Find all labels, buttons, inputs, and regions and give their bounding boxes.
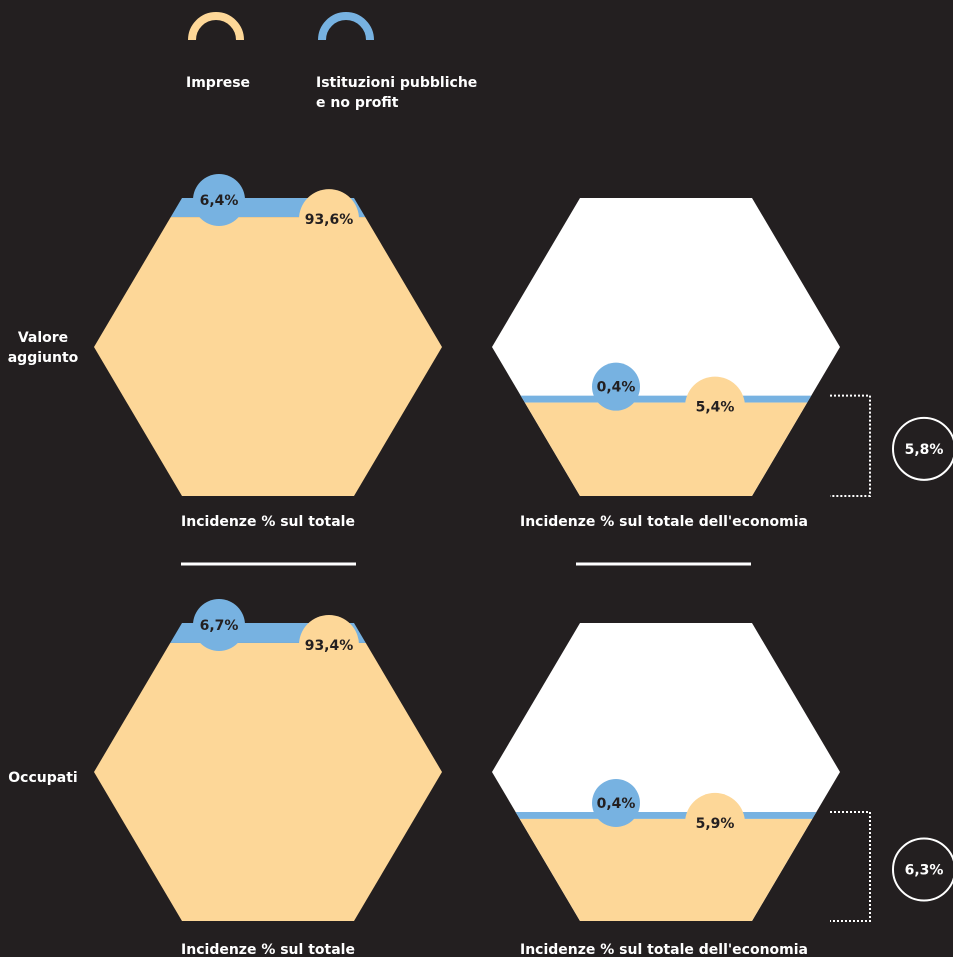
imprese-value: 5,9% bbox=[696, 816, 735, 832]
imprese-value: 93,6% bbox=[305, 212, 354, 228]
imprese-area bbox=[94, 217, 442, 496]
legend-label: Imprese bbox=[186, 75, 250, 91]
legend-item: Imprese bbox=[186, 12, 250, 91]
row-label: Valore aggiunto bbox=[8, 330, 79, 366]
share-hexagon: 6,7% 93,4% bbox=[94, 599, 442, 921]
imprese-area bbox=[94, 642, 442, 921]
istituzioni-value: 6,7% bbox=[200, 618, 239, 634]
imprese-value: 93,4% bbox=[305, 638, 354, 654]
imprese-bubble bbox=[299, 189, 359, 250]
right-caption: Incidenze % sul totale dell'economia bbox=[520, 942, 808, 957]
istituzioni-value: 0,4% bbox=[597, 380, 636, 396]
istituzioni-bubble bbox=[592, 362, 640, 411]
total-circle bbox=[892, 416, 953, 481]
right-caption: Incidenze % sul totale dell'economia bbox=[520, 514, 808, 530]
legend-arc-icon bbox=[188, 12, 244, 41]
istituzioni-area bbox=[94, 198, 442, 218]
total-bracket bbox=[830, 811, 871, 922]
istituzioni-bubble bbox=[193, 174, 245, 226]
economy-hexagon: 0,4% 5,9% 6,3% bbox=[492, 623, 953, 922]
row-label: Occupati bbox=[8, 770, 77, 786]
imprese-area bbox=[492, 402, 840, 496]
economy-hexagon: 0,4% 5,4% 5,8% bbox=[492, 198, 953, 497]
legend-label: Istituzioni pubbliche e no profit bbox=[316, 75, 477, 111]
imprese-bubble bbox=[685, 792, 745, 853]
istituzioni-value: 6,4% bbox=[200, 193, 239, 209]
share-hexagon: 6,4% 93,6% bbox=[94, 174, 442, 496]
legend-item: Istituzioni pubbliche e no profit bbox=[316, 12, 477, 111]
imprese-value: 5,4% bbox=[696, 400, 735, 416]
left-caption: Incidenze % sul totale bbox=[181, 942, 355, 957]
total-value: 6,3% bbox=[905, 863, 944, 879]
istituzioni-bubble bbox=[592, 779, 640, 828]
total-bracket bbox=[830, 394, 871, 497]
istituzioni-area bbox=[492, 812, 840, 819]
imprese-bubble bbox=[685, 376, 745, 437]
imprese-area bbox=[492, 818, 840, 921]
imprese-bubble bbox=[299, 614, 359, 675]
istituzioni-value: 0,4% bbox=[597, 796, 636, 812]
legend-arc-icon bbox=[318, 12, 374, 41]
left-caption: Incidenze % sul totale bbox=[181, 514, 355, 530]
istituzioni-area bbox=[94, 623, 442, 643]
istituzioni-bubble bbox=[193, 599, 245, 651]
total-value: 5,8% bbox=[905, 442, 944, 458]
total-circle bbox=[892, 837, 953, 902]
istituzioni-area bbox=[492, 395, 840, 403]
